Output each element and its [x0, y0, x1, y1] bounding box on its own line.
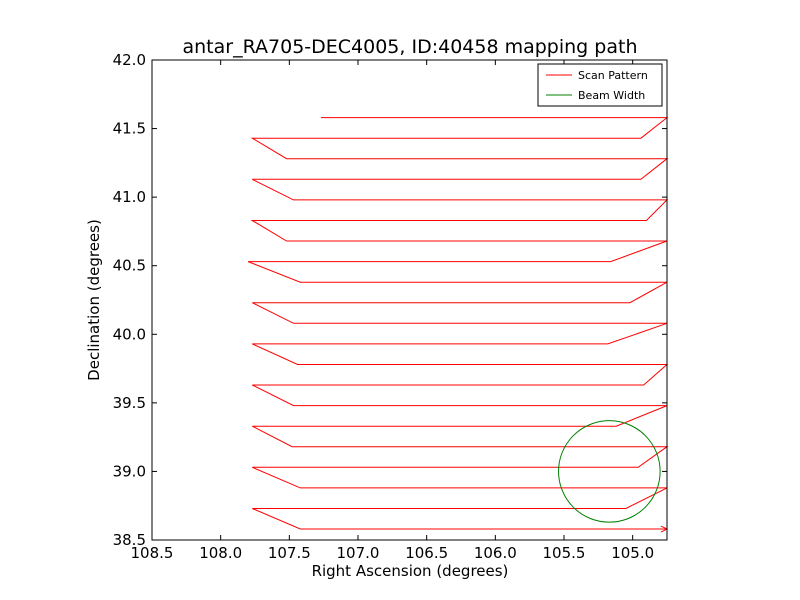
legend-label: Scan Pattern	[578, 69, 648, 82]
chart-title: antar_RA705-DEC4005, ID:40458 mapping pa…	[183, 36, 638, 58]
legend-box	[537, 63, 663, 107]
x-tick-label: 106.5	[405, 544, 448, 562]
legend: Scan Pattern Beam Width	[537, 63, 663, 107]
plot-frame	[151, 59, 668, 541]
scan-pattern-line	[247, 117, 669, 530]
x-axis-label: Right Ascension (degrees)	[312, 562, 509, 580]
x-tick-label: 108.0	[199, 544, 242, 562]
y-axis-label: Declination (degrees)	[85, 219, 103, 381]
axes: 108.5 108.0 107.5 107.0 106.5 106.0 105.5 105.0…	[113, 51, 667, 562]
x-tick-label: 107.5	[268, 544, 311, 562]
beam-width-circle	[558, 420, 661, 523]
y-tick-label: 38.5	[113, 531, 146, 549]
y-tick-label: 40.5	[113, 257, 146, 275]
y-tick-label: 41.0	[113, 188, 146, 206]
x-tick-label: 105.0	[611, 544, 654, 562]
y-tick-label: 40.0	[113, 325, 146, 343]
y-tick-label: 39.5	[113, 394, 146, 412]
x-tick-label: 108.5	[131, 544, 174, 562]
legend-label: Beam Width	[578, 89, 645, 102]
y-tick-label: 42.0	[113, 51, 146, 69]
y-tick-label: 39.0	[113, 462, 146, 480]
x-tick-label: 105.5	[543, 544, 586, 562]
plot-series	[247, 117, 669, 533]
y-tick-label: 41.5	[113, 120, 146, 138]
x-tick-label: 106.0	[474, 544, 517, 562]
x-tick-label: 107.0	[337, 544, 380, 562]
